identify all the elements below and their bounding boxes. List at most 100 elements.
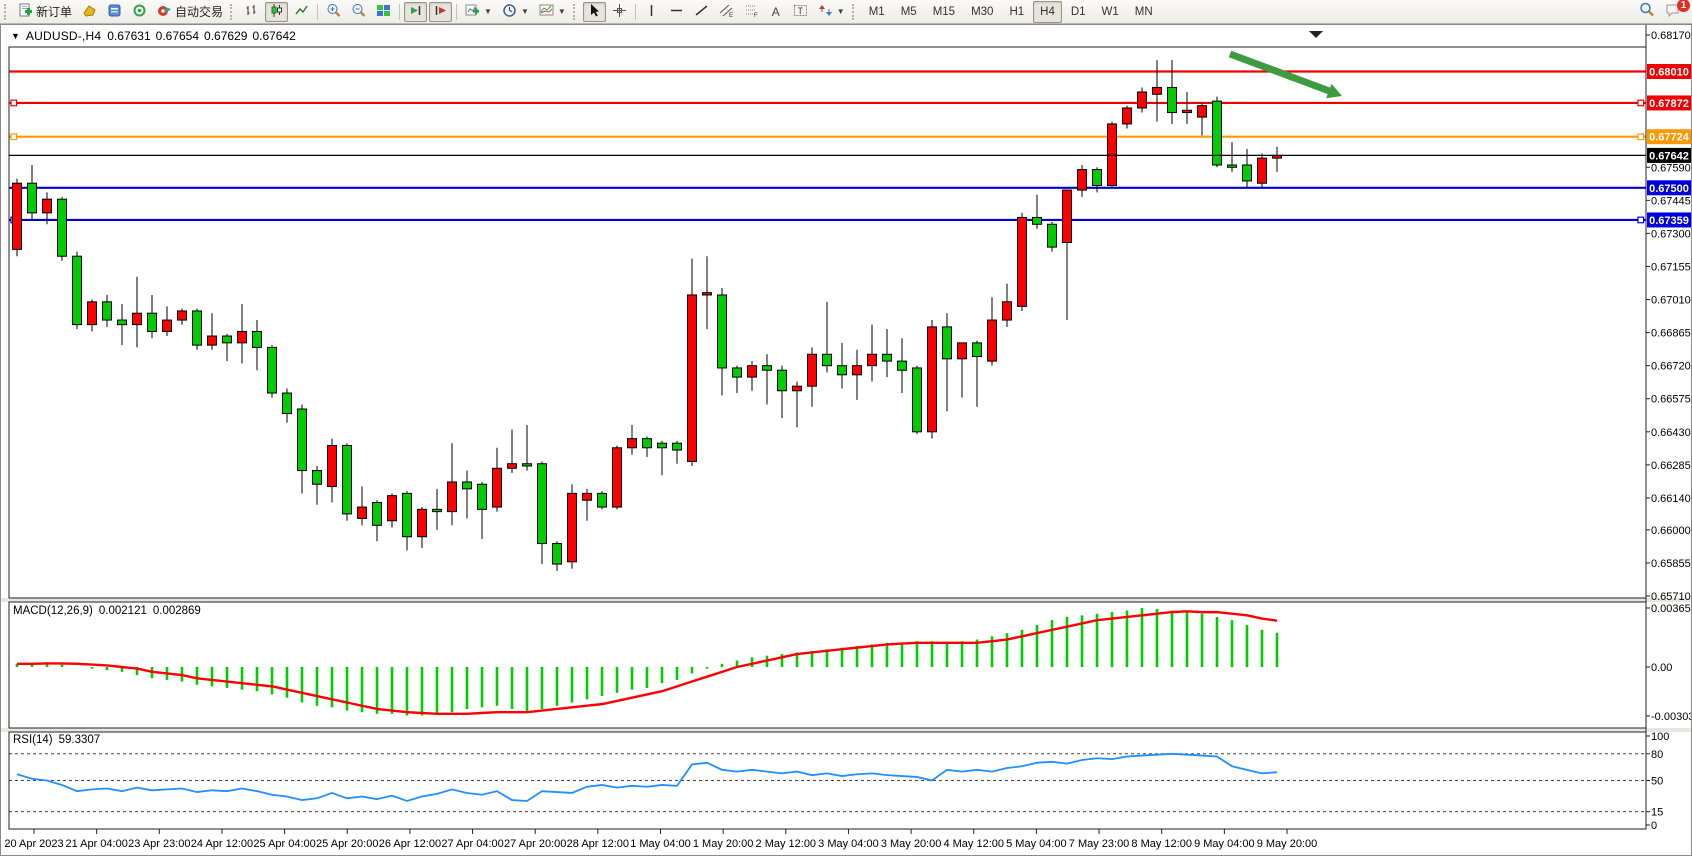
- line-handle[interactable]: [1637, 216, 1645, 224]
- text-label-button[interactable]: T: [789, 2, 812, 22]
- line-handle[interactable]: [10, 133, 18, 141]
- candle-body: [567, 492, 577, 563]
- timeframe-button-m30[interactable]: M30: [971, 5, 994, 18]
- price-tag-box: [1647, 95, 1691, 111]
- text-button[interactable]: A: [765, 2, 787, 22]
- price-tag-text: 0.67724: [1649, 132, 1690, 144]
- templates-button[interactable]: ▼: [535, 2, 570, 22]
- bar-chart-button[interactable]: [240, 2, 263, 22]
- candle-body: [1197, 105, 1207, 118]
- zoom-in-button[interactable]: [322, 2, 345, 22]
- line-handle[interactable]: [1637, 133, 1645, 141]
- zoom-out-button[interactable]: [347, 2, 370, 22]
- timeframe-button-w1[interactable]: W1: [1101, 5, 1119, 18]
- periods-caret-icon: ▼: [520, 7, 529, 16]
- candle-body: [267, 346, 277, 394]
- price-tick-label: 0.67590: [1651, 162, 1691, 174]
- macd-tick-label: -0.00303: [1651, 711, 1691, 723]
- candle-body: [312, 470, 322, 485]
- time-tick-label: 1 May 04:00: [630, 838, 691, 850]
- candle-body: [57, 198, 67, 257]
- candle-body: [552, 543, 562, 565]
- timeframe-button-mn[interactable]: MN: [1134, 5, 1153, 18]
- timeframe-button-h1[interactable]: H1: [1009, 5, 1025, 18]
- vertical-line-button[interactable]: [640, 2, 663, 22]
- crosshair-button[interactable]: [608, 2, 631, 22]
- candle-body: [912, 367, 922, 433]
- periods-button[interactable]: ▼: [498, 2, 533, 22]
- cursor-button[interactable]: [582, 1, 606, 22]
- price-tag: 0.67500: [1647, 180, 1691, 196]
- trend-arrow-annotation[interactable]: [1228, 50, 1342, 99]
- candlestick-chart-button[interactable]: [265, 1, 289, 22]
- panel-separator[interactable]: [1, 728, 1691, 732]
- tile-windows-icon: [376, 3, 391, 21]
- candle-body: [447, 481, 457, 513]
- toolbar-drag-handle[interactable]: [230, 3, 237, 20]
- market-watch-button[interactable]: [78, 2, 101, 22]
- candle-body: [507, 463, 517, 469]
- arrows-button[interactable]: ▼: [814, 2, 849, 22]
- equidistant-channel-button[interactable]: E: [715, 2, 738, 22]
- new-order-button[interactable]: 新订单: [14, 2, 76, 22]
- data-window-button[interactable]: [103, 2, 126, 22]
- chart-canvas[interactable]: 0.68170 0.67590 0.67445 0.67300 0.67155 0.670…: [1, 25, 1692, 855]
- zoom-out-icon: [351, 3, 366, 21]
- rsi-layer: [9, 752, 1646, 813]
- candle-body: [297, 408, 307, 472]
- chart-menu-toggle-icon[interactable]: ▼: [11, 31, 20, 41]
- periods-clock-icon: [502, 3, 517, 21]
- time-tick-label: 26 Apr 12:00: [379, 838, 441, 850]
- time-tick-label: 7 May 23:00: [1069, 838, 1130, 850]
- price-tick-label: 0.66865: [1651, 328, 1691, 340]
- candle-body: [957, 342, 967, 360]
- line-chart-button[interactable]: [290, 2, 313, 22]
- new-order-icon: [18, 3, 33, 21]
- auto-scroll-button[interactable]: [404, 1, 428, 22]
- rsi-tick-label: 15: [1651, 807, 1663, 819]
- price-tick-label: 0.66285: [1651, 460, 1691, 472]
- time-tick-label: 25 Apr 20:00: [316, 838, 378, 850]
- indicators-button[interactable]: ▼: [461, 2, 496, 22]
- time-tick-label: 23 Apr 23:00: [128, 838, 190, 850]
- zoom-in-icon: [326, 3, 341, 21]
- time-tick-label: 1 May 20:00: [693, 838, 754, 850]
- time-tick-label: 24 Apr 12:00: [191, 838, 253, 850]
- toolbar-drag-handle[interactable]: [572, 3, 580, 20]
- timeframe-button-m15[interactable]: M15: [932, 5, 956, 18]
- toolbar-drag-handle[interactable]: [851, 3, 859, 20]
- autotrading-button[interactable]: 自动交易: [153, 2, 227, 22]
- price-tag-box: [1647, 129, 1691, 145]
- trendline-button[interactable]: [690, 2, 713, 22]
- line-handle[interactable]: [10, 99, 18, 107]
- timeframe-button-d1[interactable]: D1: [1070, 5, 1086, 18]
- timeframe-button-m5[interactable]: M5: [900, 5, 917, 18]
- candle-body: [1002, 301, 1012, 321]
- candle-body: [42, 198, 52, 214]
- macd-tick-label: 0.00: [1651, 662, 1672, 674]
- fibonacci-button[interactable]: F: [740, 2, 763, 22]
- toolbar-drag-handle[interactable]: [4, 3, 11, 20]
- price-tag: 0.67359: [1647, 212, 1691, 228]
- navigator-button[interactable]: [128, 2, 151, 22]
- notifications-button[interactable]: 1: [1661, 0, 1690, 22]
- candles-layer: [12, 60, 1282, 571]
- candle-body: [237, 330, 247, 344]
- candle-body: [927, 326, 937, 433]
- time-axis: 20 Apr 2023 21 Apr 04:00 23 Apr 23:00 24 Ap…: [4, 829, 1317, 850]
- timeframe-button-h4[interactable]: H4: [1033, 0, 1062, 23]
- timeframe-button-m1[interactable]: M1: [868, 5, 885, 18]
- search-button[interactable]: [1635, 2, 1659, 22]
- price-axis: 0.68170 0.67590 0.67445 0.67300 0.67155 0.670…: [1646, 30, 1691, 603]
- candle-body: [747, 365, 757, 378]
- chart-shift-button[interactable]: [429, 1, 453, 22]
- tile-windows-button[interactable]: [372, 2, 395, 22]
- chart-window: 0.68170 0.67590 0.67445 0.67300 0.67155 0.670…: [0, 24, 1692, 856]
- panel-separator[interactable]: [1, 598, 1691, 602]
- line-handle[interactable]: [1637, 99, 1645, 107]
- candle-body: [492, 467, 502, 508]
- chart-shift-marker[interactable]: [1309, 31, 1323, 38]
- candle-body: [1242, 164, 1252, 182]
- horizontal-line-button[interactable]: [665, 2, 688, 22]
- candle-body: [1212, 100, 1222, 166]
